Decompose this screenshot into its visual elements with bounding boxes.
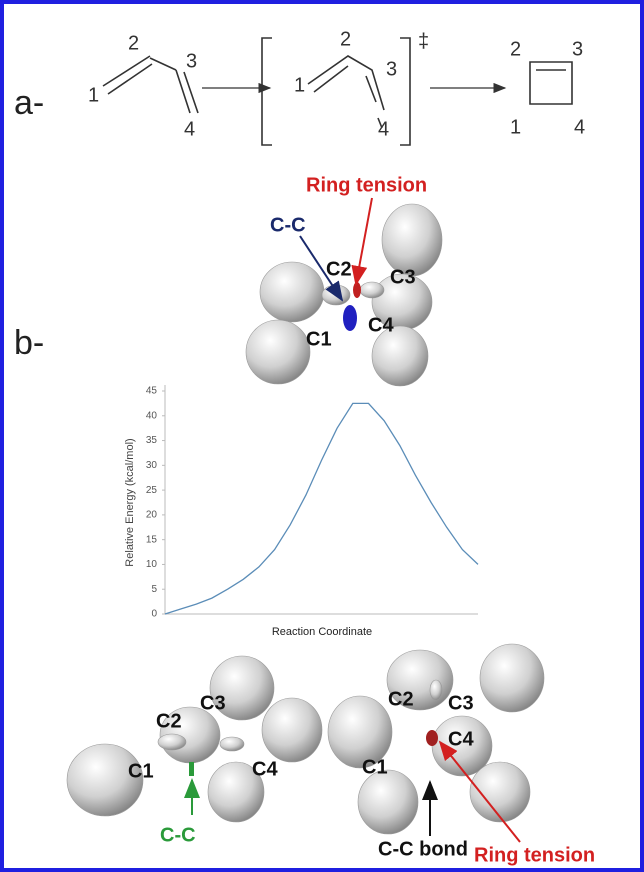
lobe	[262, 698, 322, 762]
arrow	[356, 198, 372, 284]
bond-basin	[189, 762, 194, 776]
atom-number: 4	[574, 116, 585, 138]
lobe	[158, 734, 186, 750]
ts-symbol: ‡	[418, 30, 429, 52]
atom-label: C2	[388, 688, 414, 710]
product-structure: C-C bond Ring tension C2 C3 C4 C1	[328, 644, 595, 866]
lobe	[220, 737, 244, 751]
atom-number: 2	[340, 28, 351, 50]
lobe	[322, 285, 350, 305]
y-tick-label: 40	[146, 410, 158, 421]
annotation: C-C	[160, 824, 196, 846]
lobe	[382, 204, 442, 276]
figure: a- 1 2 3 4 1 2 3 4 ‡ 2 3 1 4 b- Ring ten…	[0, 0, 644, 872]
y-tick-label: 30	[146, 460, 158, 471]
atom-label: C4	[368, 314, 394, 336]
bonds	[308, 56, 384, 128]
page: {"panel_a":{"label":"a-", "reactant":{"a…	[0, 0, 644, 872]
annotation: C-C	[270, 214, 306, 236]
y-tick-label: 0	[151, 609, 157, 620]
atom-number: 4	[378, 118, 389, 140]
atom-label: C3	[390, 266, 416, 288]
lobe	[246, 320, 310, 384]
y-tick-label: 25	[146, 485, 158, 496]
y-axis-title: Relative Energy (kcal/mol)	[124, 438, 136, 566]
atom-number: 4	[184, 118, 195, 140]
product-scheme: 2 3 1 4	[510, 38, 585, 138]
atom-label: C1	[306, 328, 332, 350]
atom-number: 3	[186, 50, 197, 72]
bond-basin	[353, 282, 361, 298]
panel-label: a-	[14, 84, 44, 122]
bond-basin	[426, 730, 438, 746]
atom-number: 3	[572, 38, 583, 60]
atom-number: 3	[386, 58, 397, 80]
atom-label: C3	[200, 692, 226, 714]
y-tick-label: 10	[146, 559, 158, 570]
atom-label: C1	[362, 756, 388, 778]
atom-number: 2	[510, 38, 521, 60]
atom-number: 2	[128, 32, 139, 54]
lobe	[430, 680, 442, 700]
lobe	[358, 770, 418, 834]
transition-state-scheme: 1 2 3 4 ‡	[262, 28, 429, 145]
atom-label: C3	[448, 692, 474, 714]
y-tick-label: 35	[146, 435, 158, 446]
y-tick-label: 15	[146, 534, 158, 545]
atom-label: C2	[326, 258, 352, 280]
lobe	[480, 644, 544, 712]
atom-label: C1	[128, 760, 154, 782]
bond-basin	[343, 305, 357, 331]
x-axis-title: Reaction Coordinate	[272, 626, 372, 638]
atom-label: C4	[252, 758, 278, 780]
frame	[2, 2, 642, 870]
reactant-structure: C-C C2 C3 C1 C4	[67, 656, 322, 846]
atom-number: 1	[88, 84, 99, 106]
lobe	[260, 262, 324, 322]
reactant-scheme: 1 2 3 4	[88, 32, 198, 140]
annotation: Ring tension	[306, 174, 427, 196]
lobe	[360, 282, 384, 298]
panel-label: b-	[14, 324, 44, 362]
annotation: Ring tension	[474, 844, 595, 866]
y-tick-label: 45	[146, 386, 158, 397]
bonds	[103, 56, 198, 113]
ts-structure: Ring tension C-C C2 C3 C1 C4	[246, 174, 442, 386]
bonds	[530, 62, 572, 104]
atom-label: C2	[156, 710, 182, 732]
atom-number: 1	[294, 74, 305, 96]
y-tick-label: 20	[146, 510, 158, 521]
atom-number: 1	[510, 116, 521, 138]
y-tick-label: 5	[151, 584, 157, 595]
energy-chart: Relative Energy (kcal/mol) Reaction Coor…	[124, 385, 478, 638]
annotation: C-C bond	[378, 838, 468, 860]
atom-label: C4	[448, 728, 474, 750]
energy-line	[165, 403, 478, 614]
